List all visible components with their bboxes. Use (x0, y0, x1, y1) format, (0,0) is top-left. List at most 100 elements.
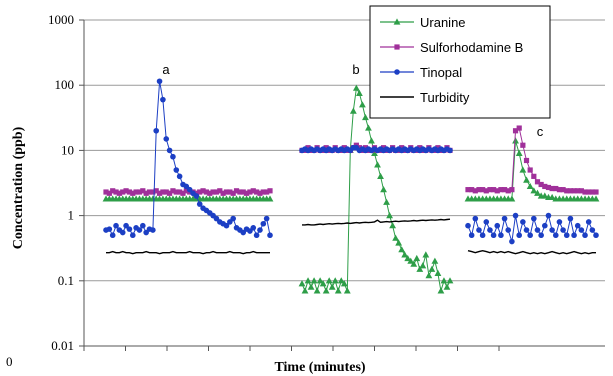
data-point (395, 239, 403, 246)
data-point (582, 189, 588, 195)
data-point (160, 96, 166, 103)
data-point (523, 176, 530, 183)
data-point (509, 187, 515, 193)
data-point (170, 188, 176, 194)
data-point (123, 188, 129, 194)
data-point (505, 188, 511, 194)
data-point (552, 232, 559, 239)
series-line (467, 249, 596, 255)
data-point (337, 277, 345, 284)
data-point (257, 227, 263, 233)
data-point (434, 269, 442, 276)
series-uranine (102, 84, 600, 294)
data-point (123, 222, 129, 229)
data-point (526, 182, 534, 190)
data-point (362, 113, 369, 121)
data-point (143, 190, 149, 196)
data-point (538, 181, 544, 188)
data-point (340, 280, 348, 287)
data-point (501, 187, 508, 193)
data-point (170, 153, 176, 160)
data-point (479, 232, 486, 239)
data-point (578, 227, 585, 233)
data-point (240, 189, 246, 195)
data-point (200, 188, 206, 194)
data-point (177, 189, 183, 195)
data-point (440, 277, 448, 284)
data-point (469, 187, 475, 193)
data-point (392, 234, 400, 241)
data-point (368, 137, 375, 144)
data-point (512, 137, 519, 144)
data-point (156, 190, 163, 196)
legend-label: Uranine (420, 15, 466, 30)
legend-label: Sulforhodamine B (420, 40, 523, 55)
data-point (313, 287, 321, 294)
data-point (126, 226, 133, 232)
data-point (560, 187, 566, 193)
data-point (419, 262, 427, 269)
y-tick-label: 0.01 (51, 338, 74, 353)
data-point (183, 188, 189, 194)
data-point (156, 78, 163, 85)
data-point (196, 201, 203, 207)
data-point (136, 189, 143, 195)
y-tick-label: 1000 (48, 12, 74, 27)
y-tick-label: 10 (61, 142, 74, 157)
y-axis-title: Concentration (ppb) (11, 126, 26, 249)
data-point (374, 161, 381, 168)
data-point (491, 187, 497, 193)
legend-box (369, 5, 551, 119)
data-point (413, 254, 421, 262)
data-point (531, 173, 537, 179)
data-point (316, 277, 324, 284)
data-point (575, 188, 581, 194)
data-point (416, 265, 424, 272)
data-point (207, 190, 213, 196)
data-point (328, 283, 336, 290)
data-point (553, 185, 559, 192)
data-point (389, 222, 397, 229)
data-point (180, 190, 186, 196)
data-point (267, 188, 273, 194)
data-point (593, 189, 599, 195)
data-point (352, 84, 360, 91)
data-point (498, 187, 504, 193)
data-point (516, 125, 522, 131)
series-line (302, 218, 451, 226)
data-point (116, 190, 122, 196)
legend-label: Tinopal (420, 65, 462, 80)
data-point (398, 246, 406, 253)
data-point (247, 189, 253, 195)
data-point (556, 219, 563, 225)
data-point (404, 254, 412, 262)
annotation-label: c (537, 124, 544, 139)
y-tick-label: 100 (55, 77, 75, 92)
data-point (447, 147, 453, 154)
data-point (301, 287, 309, 294)
annotation-label: b (352, 62, 359, 77)
data-point (163, 136, 170, 142)
data-point (371, 149, 378, 156)
data-point (437, 287, 445, 294)
data-point (380, 186, 387, 193)
x-axis-title: Time (minutes) (274, 360, 365, 375)
data-point (534, 179, 541, 185)
data-point (527, 167, 533, 173)
data-point (410, 260, 418, 267)
data-point (217, 188, 223, 194)
data-point (160, 189, 166, 195)
data-point (257, 190, 263, 196)
data-point (126, 189, 133, 195)
data-point (446, 277, 454, 284)
data-point (260, 220, 267, 227)
data-point (365, 124, 372, 131)
data-point (549, 227, 555, 233)
data-point (534, 189, 541, 196)
y-tick-labels: 0.01 0.1 1 10 100 1000 (48, 12, 74, 353)
data-point (534, 227, 541, 233)
data-point (542, 222, 548, 229)
data-point (349, 107, 357, 114)
data-point (254, 189, 260, 195)
data-point (166, 147, 173, 154)
